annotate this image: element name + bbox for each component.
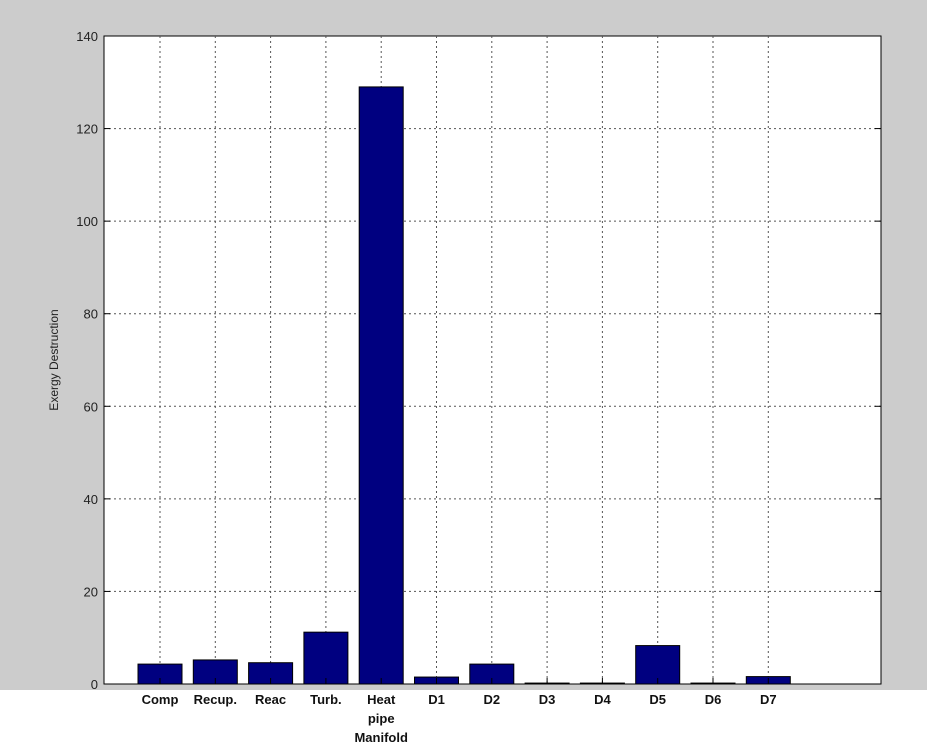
x-tick-label: Heat pipe Manifold [354,692,407,745]
x-axis-labels: Comp Recup. Reac Turb. Heat pipe Manifold D1 D2 D… [142,692,777,745]
x-tick-label: D6 [705,692,722,707]
y-axis-label: Exergy Destruction [47,309,61,410]
y-tick-label: 20 [84,584,98,599]
x-tick-label: D7 [760,692,777,707]
x-tick-label: D2 [483,692,500,707]
y-tick-label: 140 [76,29,98,44]
x-tick-label: D4 [594,692,611,707]
bars [137,86,791,685]
y-tick-label: 40 [84,492,98,507]
bar-heat-pipe-manifold [358,86,404,685]
y-tick-label: 100 [76,214,98,229]
plot-area [103,35,882,685]
y-tick-label: 80 [84,307,98,322]
x-tick-label: D3 [539,692,556,707]
y-tick-label: 120 [76,122,98,137]
x-tick-label: Reac [255,692,286,707]
x-tick-label: Recup. [194,692,237,707]
y-axis-ticks: 0 20 40 60 80 100 120 140 [76,29,881,692]
x-tick-label: D1 [428,692,445,707]
bar-turb [303,631,349,685]
y-tick-label: 0 [91,677,98,692]
x-tick-label: D5 [649,692,666,707]
x-tick-label: Comp [142,692,179,707]
x-tick-label: Turb. [310,692,342,707]
bar-d5 [635,645,681,685]
y-tick-label: 60 [84,399,98,414]
